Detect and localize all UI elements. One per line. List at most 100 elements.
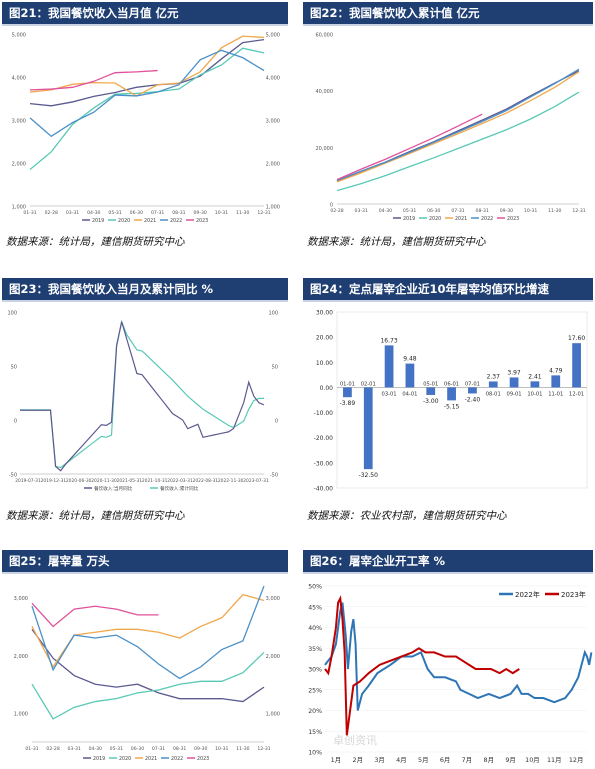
data-label: -3.00: [423, 398, 439, 405]
x-tick-label: 10-31: [524, 208, 537, 214]
y-tick-label-right: 4,000: [266, 76, 280, 82]
panel-chart-24: 图24：定点屠宰企业近10年屠宰均值环比增速 30.00 20.00 10.00 0.…: [303, 278, 593, 528]
x-tick-label: 04-30: [87, 210, 100, 216]
bar: [447, 387, 456, 401]
x-tick-label: 03-31: [66, 210, 79, 216]
data-label: -32.50: [359, 472, 379, 479]
legend-label: 2023: [197, 756, 209, 762]
data-label: 4.79: [549, 367, 563, 374]
y-tick-label-right: 2,000: [266, 654, 280, 660]
title-underline: [303, 300, 593, 302]
x-tick-label: 9月: [505, 756, 515, 764]
series-line-2021: [29, 35, 265, 97]
series-line-2022: [29, 49, 265, 138]
legend-label: 2019: [93, 756, 105, 762]
x-tick-label: 08-01: [486, 391, 501, 397]
legend-label: 2020: [429, 216, 441, 222]
chart-area: 30.00 20.00 10.00 0.00 -10.00 -20.00 -30.00 -40…: [303, 302, 593, 502]
series-line-2022: [336, 68, 580, 182]
y-tick-label: 30%: [308, 667, 322, 674]
bar: [488, 381, 498, 388]
x-tick-label: 08-31: [172, 210, 185, 216]
y-tick-label: 30.00: [316, 310, 333, 317]
y-tick-label: 2,000: [12, 162, 26, 168]
series-line-2019: [31, 628, 265, 703]
bar: [405, 363, 415, 388]
y-tick-label: 1,000: [12, 205, 26, 211]
chart-title: 图23：我国餐饮收入当月及累计同比 %: [2, 278, 288, 300]
x-tick-label: 06-30: [131, 746, 144, 752]
y-tick-label: 3,000: [12, 119, 26, 125]
series-line-2022: [324, 602, 593, 711]
x-tick-label: 1月: [331, 756, 341, 764]
x-tick-label: 04-01: [402, 391, 417, 397]
panel-chart-25: 图25：屠宰量 万头 3,000 2,000 1,000 3,000 2,000 1,00…: [2, 550, 288, 767]
chart-title: 图26：屠宰企业开工率 %: [303, 550, 593, 572]
legend-label: 2020: [119, 756, 131, 762]
series-line-monthly-yoy: [20, 321, 265, 472]
x-tick-label: 06-01: [444, 381, 459, 387]
x-tick-label: 2020-06-30: [66, 478, 92, 484]
series-line-2020: [336, 91, 580, 192]
y-tick-label-right: 100: [268, 311, 278, 317]
y-tick-label-right: 1,000: [266, 205, 280, 211]
legend-label: 2021: [145, 756, 157, 762]
y-tick-label: 20.00: [316, 335, 333, 342]
chart-24-svg: 30.00 20.00 10.00 0.00 -10.00 -20.00 -30.00 -40…: [314, 310, 588, 493]
x-tick-label: 05-31: [110, 746, 123, 752]
y-tick-label: 20%: [308, 708, 322, 715]
x-tick-label: 12月: [569, 756, 584, 764]
x-tick-label: 2021-10-31: [142, 478, 168, 484]
legend-label: 2021: [455, 216, 467, 222]
x-tick-label: 2月: [353, 756, 363, 764]
bar: [426, 387, 436, 395]
x-tick-label: 2019-12-31: [41, 478, 67, 484]
bar: [363, 387, 373, 470]
title-underline: [2, 24, 288, 26]
y-tick-label: 100: [7, 311, 17, 317]
y-tick-label: -20.00: [314, 435, 334, 442]
y-tick-label: 10%: [308, 750, 322, 757]
y-tick-label: 45%: [308, 604, 322, 611]
y-tick-label: 40,000: [316, 89, 334, 95]
watermark-text: 卓创资讯: [333, 734, 377, 747]
source-note: 数据来源：农业农村部，建信期货研究中心: [307, 510, 507, 522]
x-tick-label: 4月: [396, 756, 406, 764]
y-tick-label: 1,000: [14, 712, 28, 718]
x-tick-label: 3月: [374, 756, 384, 764]
x-tick-label: 07-01: [465, 381, 480, 387]
x-tick-label: 01-31: [25, 746, 38, 752]
title-underline: [303, 572, 593, 574]
x-tick-label: 05-31: [403, 208, 416, 214]
y-tick-label: -50: [9, 473, 17, 479]
legend-label: 2023: [196, 218, 208, 224]
bar: [468, 387, 477, 394]
legend-label: 2019: [403, 216, 415, 222]
x-tick-label: 06-30: [427, 208, 440, 214]
source-note: 数据来源：统计局，建信期货研究中心: [6, 510, 185, 522]
y-tick-label: 40%: [308, 625, 322, 632]
series-line-2023: [336, 113, 483, 181]
x-tick-label: 02-28: [46, 746, 59, 752]
y-tick-label: 50: [11, 365, 17, 371]
title-underline: [303, 24, 593, 26]
data-label: 2.41: [528, 373, 542, 380]
x-tick-label: 10-01: [527, 391, 542, 397]
x-tick-label: 8月: [484, 756, 494, 764]
x-tick-label: 11-30: [548, 208, 561, 214]
y-tick-label-right: -50: [270, 473, 278, 479]
panel-chart-23: 图23：我国餐饮收入当月及累计同比 % 100 50 0 -50 100 50 0 -50 20…: [2, 278, 288, 528]
x-tick-label: 03-31: [355, 208, 368, 214]
source-note: 数据来源：统计局，建信期货研究中心: [6, 236, 185, 248]
y-tick-label: 15%: [308, 729, 322, 736]
bar: [572, 343, 581, 388]
x-tick-label: 12-01: [569, 391, 584, 397]
panel-chart-22: 图22：我国餐饮收入累计值 亿元 60,000 40,000 20,000 0 02-2…: [303, 2, 593, 252]
legend-label: 2022: [481, 216, 493, 222]
data-label: -3.89: [340, 400, 356, 407]
x-tick-label: 05-01: [423, 381, 438, 387]
chart-title: 图22：我国餐饮收入累计值 亿元: [303, 2, 593, 24]
x-tick-label: 02-28: [45, 210, 58, 216]
x-tick-label: 2021-05-31: [117, 478, 143, 484]
legend-label: 餐饮收入:当月同比: [94, 485, 133, 492]
